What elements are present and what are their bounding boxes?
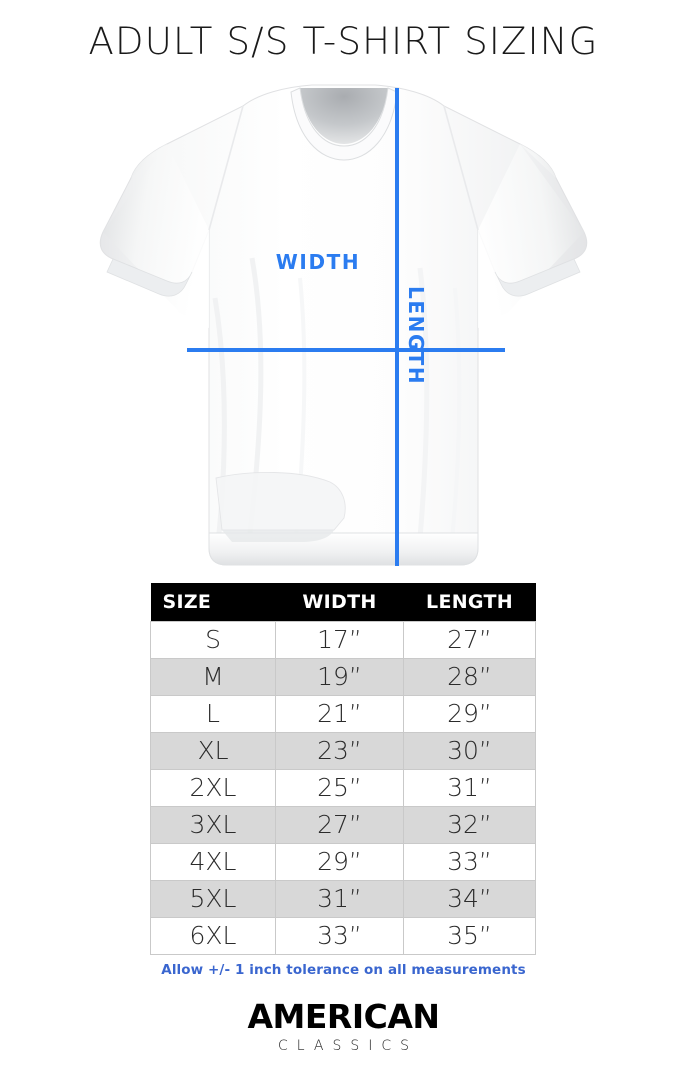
table-row: 5XL 31” 34”: [150, 879, 536, 918]
cell-size: M: [150, 657, 276, 696]
table-row: L 21” 29”: [150, 694, 536, 733]
brand-logo: AMERICAN CLASSICS: [0, 997, 687, 1054]
tolerance-note: Allow +/- 1 inch tolerance on all measur…: [161, 962, 526, 978]
cell-length: 32”: [403, 805, 536, 844]
table-row: S 17” 27”: [150, 620, 536, 659]
table-header-row: SIZE WIDTH LENGTH: [150, 583, 536, 621]
tshirt-illustration: [99, 84, 588, 566]
cell-size: L: [150, 694, 276, 733]
cell-width: 31”: [275, 879, 404, 918]
cell-width: 21”: [275, 694, 404, 733]
length-label: LENGTH: [404, 286, 428, 386]
cell-length: 33”: [403, 842, 536, 881]
table-row: 3XL 27” 32”: [150, 805, 536, 844]
cell-length: 28”: [403, 657, 536, 696]
cell-width: 25”: [275, 768, 404, 807]
brand-name-primary: AMERICAN: [247, 997, 441, 1036]
width-label: WIDTH: [275, 250, 361, 274]
size-chart-table: SIZE WIDTH LENGTH S 17” 27” M 19” 28” L …: [150, 583, 536, 955]
cell-width: 19”: [275, 657, 404, 696]
cell-width: 33”: [275, 916, 404, 955]
width-measurement-line: [187, 348, 505, 352]
table-row: 4XL 29” 33”: [150, 842, 536, 881]
cell-length: 27”: [403, 620, 536, 659]
length-measurement-line: [395, 88, 399, 566]
cell-length: 30”: [403, 731, 536, 770]
table-body: S 17” 27” M 19” 28” L 21” 29” XL 23” 30”…: [150, 620, 536, 955]
cell-length: 34”: [403, 879, 536, 918]
cell-length: 29”: [403, 694, 536, 733]
cell-size: XL: [150, 731, 276, 770]
table-row: M 19” 28”: [150, 657, 536, 696]
table-row: XL 23” 30”: [150, 731, 536, 770]
column-header-length: LENGTH: [403, 583, 536, 621]
cell-width: 17”: [275, 620, 404, 659]
cell-width: 27”: [275, 805, 404, 844]
cell-size: S: [150, 620, 276, 659]
cell-length: 35”: [403, 916, 536, 955]
cell-size: 6XL: [150, 916, 276, 955]
table-row: 6XL 33” 35”: [150, 916, 536, 955]
cell-size: 2XL: [150, 768, 276, 807]
table-row: 2XL 25” 31”: [150, 768, 536, 807]
cell-width: 23”: [275, 731, 404, 770]
cell-size: 5XL: [150, 879, 276, 918]
page-title: ADULT S/S T-SHIRT SIZING: [88, 20, 599, 63]
tshirt-diagram: WIDTH LENGTH: [0, 78, 687, 573]
brand-name-secondary: CLASSICS: [277, 1037, 419, 1054]
column-header-size: SIZE: [150, 583, 276, 621]
column-header-width: WIDTH: [275, 583, 404, 621]
cell-size: 3XL: [150, 805, 276, 844]
cell-width: 29”: [275, 842, 404, 881]
cell-length: 31”: [403, 768, 536, 807]
cell-size: 4XL: [150, 842, 276, 881]
